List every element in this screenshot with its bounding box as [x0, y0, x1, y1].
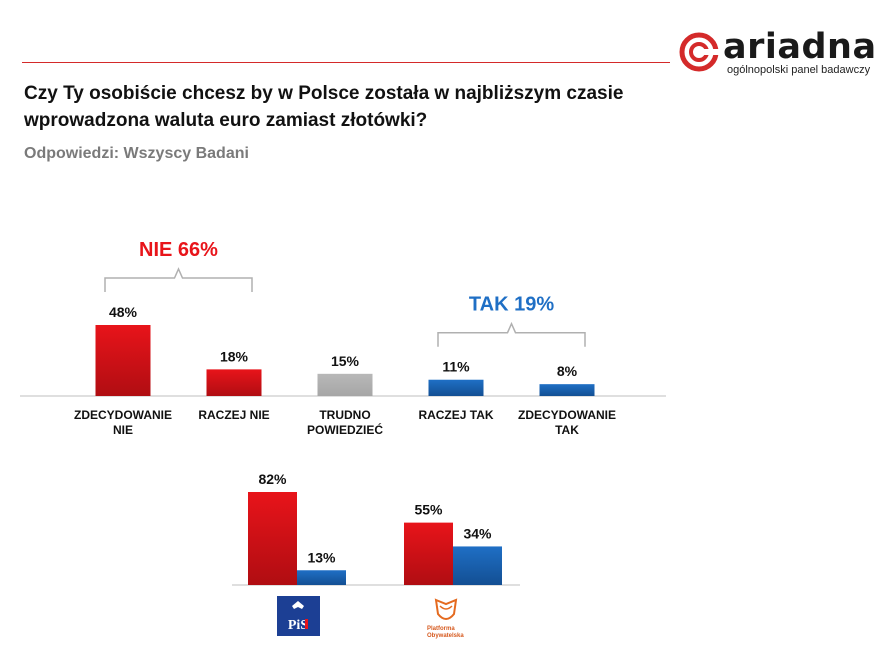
respondents-note: Odpowiedzi: Wszyscy Badani [24, 145, 249, 162]
po-logo-text-2: Obywatelska [427, 633, 464, 639]
category-label-4-1: TAK [555, 423, 579, 437]
bar-value-label-3: 11% [442, 359, 470, 375]
party-bar-0-1 [297, 570, 346, 585]
logo-wordmark: ariadna [723, 27, 877, 67]
bar-value-label-1: 18% [220, 348, 249, 364]
category-label-3-0: RACZEJ TAK [418, 408, 493, 422]
survey-question: Czy Ty osobiście chcesz by w Polsce zost… [24, 83, 624, 131]
bar-3 [428, 379, 484, 396]
category-label-2-1: POWIEDZIEĆ [307, 422, 383, 437]
category-label-0-1: NIE [113, 423, 133, 437]
bar-value-label-2: 15% [331, 353, 360, 369]
category-label-4-0: ZDECYDOWANIE [518, 408, 616, 422]
pis-logo-text: PiS [288, 618, 308, 633]
pis-eagle-icon [292, 601, 304, 609]
party-bar-1-0 [404, 522, 453, 585]
bar-value-label-4: 8% [557, 363, 578, 379]
bar-value-label-0: 48% [109, 304, 138, 320]
bar-4 [539, 384, 595, 396]
bar-2 [317, 373, 373, 396]
group-bracket-1 [437, 321, 586, 347]
category-label-1-0: RACZEJ NIE [198, 408, 269, 422]
group-title-0: NIE 66% [139, 239, 218, 261]
party-bar-0-0 [248, 492, 297, 585]
ariadna-logo: ariadna ogólnopolski panel badawczy [677, 27, 877, 80]
party-bar-1-1 [453, 546, 502, 585]
ariadna-swirl-icon [679, 32, 721, 72]
party-bar-value-label-0-0: 82% [258, 471, 287, 487]
group-title-1: TAK 19% [469, 294, 554, 316]
group-bracket-0 [104, 267, 253, 292]
po-logo-text-1: Platforma [427, 626, 455, 632]
category-label-0-0: ZDECYDOWANIE [74, 408, 172, 422]
logo-subtitle: ogólnopolski panel badawczy [727, 64, 871, 76]
category-label-2-0: TRUDNO [319, 408, 370, 422]
bar-1 [206, 369, 262, 396]
po-logo-mark [439, 605, 453, 610]
bar-0 [95, 325, 151, 396]
pis-logo-accent [305, 619, 308, 629]
party-bar-value-label-1-0: 55% [414, 502, 443, 518]
party-bar-value-label-1-1: 34% [463, 525, 492, 541]
header-rule [22, 62, 670, 63]
po-logo-icon [434, 598, 458, 620]
party-bar-value-label-0-1: 13% [307, 549, 336, 565]
